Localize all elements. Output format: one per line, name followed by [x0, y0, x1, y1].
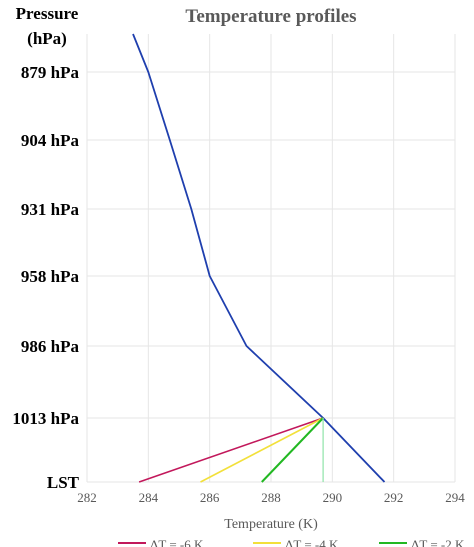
x-tick-label: 294: [445, 490, 465, 505]
y-tick-label: 1013 hPa: [12, 409, 79, 428]
y-axis-title-line1: Pressure: [16, 4, 79, 23]
y-tick-label: 879 hPa: [21, 63, 80, 82]
series-line: [261, 417, 324, 483]
y-tick-label: 931 hPa: [21, 200, 80, 219]
legend-label: ΔT = -4 K: [285, 537, 339, 547]
series-line: [138, 417, 324, 483]
x-axis-title: Temperature (K): [224, 517, 318, 532]
legend-label: ΔT = -6 K: [150, 537, 204, 547]
series-line: [200, 417, 324, 483]
x-tick-label: 284: [139, 490, 159, 505]
x-tick-label: 292: [384, 490, 404, 505]
grid: [86, 34, 456, 483]
y-tick-label: LST: [47, 473, 80, 492]
x-tick-label: 290: [323, 490, 343, 505]
x-tick-label: 288: [261, 490, 281, 505]
y-axis-title-line2: (hPa): [27, 29, 67, 48]
legend-label: ΔT = -2 K: [411, 537, 465, 547]
label-layer: 282 284 286 288 290 292 294 LST 1013 hPa 986 hPa 9…: [12, 63, 465, 547]
chart-title: Temperature profiles: [185, 6, 356, 27]
y-tick-label: 904 hPa: [21, 131, 80, 150]
y-tick-label: 986 hPa: [21, 337, 80, 356]
x-tick-label: 282: [77, 490, 97, 505]
x-tick-label: 286: [200, 490, 220, 505]
series-layer: [132, 33, 386, 483]
series-line: [132, 33, 386, 483]
y-tick-label: 958 hPa: [21, 267, 80, 286]
